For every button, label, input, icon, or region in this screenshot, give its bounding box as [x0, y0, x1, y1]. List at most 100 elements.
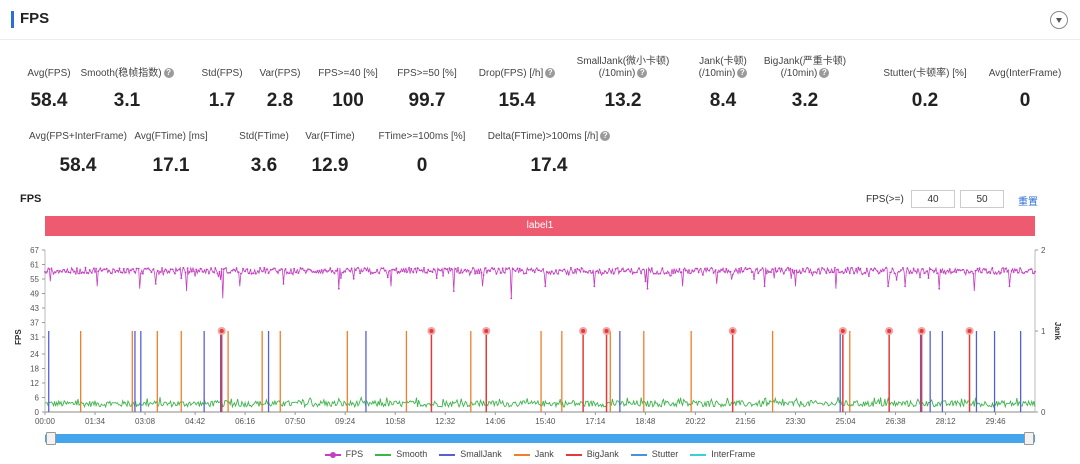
fps-point	[570, 266, 572, 269]
fps-point	[655, 272, 657, 275]
fps-point	[254, 272, 257, 275]
legend-item-bigjank[interactable]: BigJank	[565, 449, 619, 459]
fps-point	[597, 272, 600, 274]
fps-point	[314, 270, 317, 273]
legend-label: Jank	[534, 449, 554, 459]
zoom-scrollbar[interactable]	[45, 434, 1035, 443]
help-icon[interactable]: ?	[163, 68, 174, 79]
fps-point	[910, 272, 913, 274]
fps-point	[291, 272, 293, 274]
label-band[interactable]: label1	[45, 216, 1035, 236]
fps-point	[301, 267, 304, 270]
metric-value: 13.2	[604, 90, 642, 111]
help-icon[interactable]: ?	[637, 68, 648, 79]
fps-point	[925, 270, 928, 273]
fps-point	[591, 271, 594, 274]
x-tick-label: 06:16	[235, 417, 256, 426]
metric-value: 58.4	[30, 90, 68, 111]
fps-point	[361, 270, 364, 273]
fps-point	[103, 268, 106, 271]
fps-point	[563, 268, 566, 271]
help-icon[interactable]: ?	[600, 131, 611, 142]
fps-point	[159, 270, 161, 273]
fps-series-line	[44, 266, 1036, 299]
metric-value: 2.8	[266, 90, 294, 111]
legend-swatch-icon	[439, 453, 456, 456]
fps-point	[427, 268, 430, 271]
fps-point	[589, 269, 591, 272]
fps-point	[163, 270, 166, 273]
fps-point	[161, 267, 164, 269]
fps-point	[363, 267, 366, 270]
fps-point	[538, 269, 540, 271]
legend-item-interframe[interactable]: InterFrame	[690, 449, 755, 459]
fps-point	[785, 269, 787, 272]
collapse-chevron-icon[interactable]	[1050, 11, 1068, 29]
fps-point	[267, 272, 270, 275]
fps-point	[116, 269, 119, 272]
x-tick-label: 15:40	[535, 417, 556, 426]
legend-item-smalljank[interactable]: SmallJank	[439, 449, 502, 459]
fps-point	[84, 266, 87, 269]
fps-point	[497, 267, 500, 270]
legend-label: Smooth	[396, 449, 428, 459]
fps-point	[214, 267, 217, 269]
fps-point	[78, 272, 80, 275]
fps-point	[885, 266, 887, 269]
help-icon[interactable]: ?	[545, 68, 556, 79]
fps-point	[1017, 271, 1019, 274]
fps-point	[934, 269, 936, 272]
legend-swatch-icon	[690, 453, 707, 456]
fps-point	[808, 271, 811, 274]
fps-point	[329, 267, 332, 270]
fps-point	[489, 270, 491, 273]
zoom-handle-left[interactable]	[46, 432, 56, 445]
fps-point	[1000, 271, 1002, 274]
reset-button[interactable]: 重置	[1018, 197, 1038, 208]
fps-point	[306, 269, 308, 272]
legend-item-stutter[interactable]: Stutter	[630, 449, 678, 459]
help-icon[interactable]: ?	[819, 68, 830, 79]
fps-point	[555, 269, 557, 271]
fps-point	[778, 267, 781, 269]
fps-point	[882, 269, 885, 272]
fps-point	[667, 272, 670, 274]
fps-point	[386, 276, 389, 279]
fps-point	[693, 269, 696, 272]
fps-point	[761, 267, 764, 269]
fps-point	[1014, 269, 1017, 272]
metric-r1-8: Jank(卡顿) (/10min)? 8.4	[653, 56, 793, 111]
fps-point	[797, 271, 800, 273]
metric-r1-9: BigJank(严重卡顿) (/10min)? 3.2	[735, 56, 875, 111]
metric-value: 99.7	[408, 90, 446, 111]
legend-item-fps[interactable]: FPS	[324, 449, 364, 459]
help-icon[interactable]: ?	[737, 68, 748, 79]
fps-point	[653, 272, 655, 275]
fps-point	[576, 267, 579, 270]
legend-item-jank[interactable]: Jank	[513, 449, 554, 459]
fps-point	[467, 270, 470, 272]
fps-point	[65, 270, 68, 273]
fps-point	[723, 270, 726, 273]
fps-point	[616, 267, 619, 269]
fps-point	[972, 272, 975, 275]
fps-point	[46, 270, 48, 273]
metric-label: SmallJank(微小卡顿) (/10min)?	[576, 56, 670, 79]
x-tick-label: 28:12	[936, 417, 957, 426]
fps-point	[927, 277, 930, 279]
metric-value: 0	[416, 155, 428, 176]
fps-point	[231, 269, 234, 272]
threshold-label: FPS(>=)	[866, 194, 904, 205]
fps-point	[974, 269, 977, 272]
threshold-low-input[interactable]	[911, 190, 955, 208]
fps-point	[716, 271, 719, 274]
fps-point	[557, 273, 559, 275]
legend-item-smooth[interactable]: Smooth	[375, 449, 427, 459]
fps-point	[689, 272, 691, 275]
legend-label: FPS	[345, 449, 364, 459]
fps-point	[414, 267, 417, 270]
fps-point	[491, 267, 493, 269]
zoom-handle-right[interactable]	[1024, 432, 1034, 445]
threshold-high-input[interactable]	[960, 190, 1004, 208]
